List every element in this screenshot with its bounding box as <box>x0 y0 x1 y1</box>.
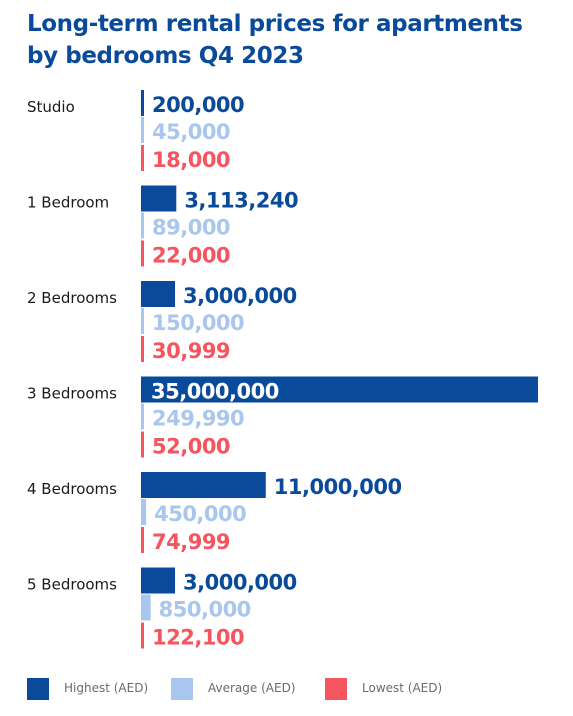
category-label: 4 Bedrooms <box>27 480 117 498</box>
legend-swatch-highest <box>27 678 49 700</box>
bar-average--3-bedrooms <box>141 403 144 430</box>
value-label-average-: 89,000 <box>152 216 230 240</box>
bar-lowest--3-bedrooms <box>141 431 144 458</box>
legend-swatch-average <box>171 678 193 700</box>
chart-legend: Highest (AED) Average (AED) Lowest (AED) <box>27 678 567 700</box>
value-label-lowest-: 18,000 <box>152 148 230 172</box>
bar-average--studio <box>141 117 144 143</box>
bar-highest--1-bedroom <box>141 185 177 212</box>
bar-highest--2-bedrooms <box>141 281 176 307</box>
bar-chart: Studio 200,000 45,000 18,000 1 Bedroom 3,113,… <box>27 90 538 650</box>
chart-title-line-1: Long-term rental prices for apartments <box>27 11 523 37</box>
bar-highest--4-bedrooms <box>141 472 266 498</box>
value-label-average-: 850,000 <box>159 598 251 622</box>
value-label-lowest-: 52,000 <box>152 435 230 459</box>
bar-lowest--2-bedrooms <box>141 336 144 362</box>
bar-average--5-bedrooms <box>141 594 151 621</box>
category-group-1-bedroom: 1 Bedroom 3,113,240 89,000 22,000 <box>27 185 299 268</box>
bar-highest--studio <box>141 90 144 116</box>
category-group-5-bedrooms: 5 Bedrooms 3,000,000 850,000 122,100 <box>27 567 297 650</box>
category-label: Studio <box>27 98 75 116</box>
value-label-lowest-: 22,000 <box>152 244 230 268</box>
value-label-highest-: 11,000,000 <box>274 475 402 499</box>
bar-highest--5-bedrooms <box>141 567 176 594</box>
value-label-average-: 450,000 <box>154 502 246 526</box>
chart-title-line-2: by bedrooms Q4 2023 <box>27 43 304 69</box>
value-label-lowest-: 30,999 <box>152 339 230 363</box>
legend-label-highest: Highest (AED) <box>64 681 149 695</box>
value-label-average-: 150,000 <box>152 311 244 335</box>
category-label: 2 Bedrooms <box>27 289 117 307</box>
legend-swatch-lowest <box>325 678 347 700</box>
value-label-highest-: 35,000,000 <box>151 380 279 404</box>
chart-title: Long-term rental prices for apartments b… <box>27 8 567 72</box>
category-group-3-bedrooms: 3 Bedrooms 35,000,000 249,990 52,000 <box>27 376 538 459</box>
value-label-highest-: 3,113,240 <box>184 189 298 213</box>
value-label-average-: 45,000 <box>152 120 230 144</box>
bar-lowest--1-bedroom <box>141 240 144 267</box>
value-label-highest-: 200,000 <box>152 93 244 117</box>
category-label: 1 Bedroom <box>27 194 109 212</box>
bar-highest--3-bedrooms <box>141 376 538 403</box>
category-group-4-bedrooms: 4 Bedrooms 11,000,000 450,000 74,999 <box>27 472 402 554</box>
bar-average--1-bedroom <box>141 212 144 239</box>
bar-average--2-bedrooms <box>141 308 144 334</box>
bar-lowest--5-bedrooms <box>141 622 144 649</box>
bar-lowest--4-bedrooms <box>141 527 144 553</box>
bar-lowest--studio <box>141 145 144 171</box>
value-label-highest-: 3,000,000 <box>183 571 297 595</box>
value-label-lowest-: 122,100 <box>152 626 244 650</box>
value-label-lowest-: 74,999 <box>152 530 230 554</box>
category-group-studio: Studio 200,000 45,000 18,000 <box>27 90 245 172</box>
legend-label-lowest: Lowest (AED) <box>362 681 443 695</box>
category-label: 5 Bedrooms <box>27 576 117 594</box>
category-label: 3 Bedrooms <box>27 385 117 403</box>
legend-label-average: Average (AED) <box>208 681 296 695</box>
bar-average--4-bedrooms <box>141 499 147 525</box>
category-group-2-bedrooms: 2 Bedrooms 3,000,000 150,000 30,999 <box>27 281 297 363</box>
value-label-average-: 249,990 <box>152 407 244 431</box>
value-label-highest-: 3,000,000 <box>183 284 297 308</box>
